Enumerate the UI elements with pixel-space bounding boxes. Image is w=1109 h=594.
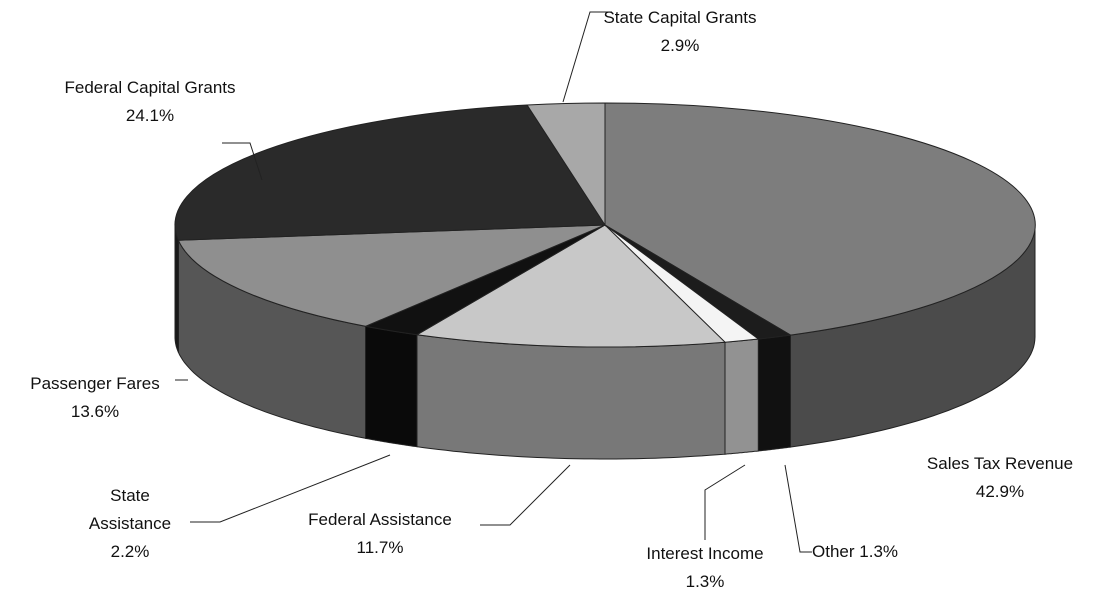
value-label: 24.1% — [125, 106, 175, 125]
slice-label: Passenger Fares 13.6% — [0, 370, 190, 426]
slice-side — [416, 334, 726, 460]
slice — [174, 104, 606, 241]
category-label: Interest Income — [646, 544, 764, 563]
value-label: 1.3% — [685, 572, 725, 591]
slice-side — [724, 338, 759, 455]
slice — [415, 224, 727, 348]
leader-line — [222, 142, 263, 181]
slice-label: State Capital Grants 2.9% — [580, 4, 780, 60]
category-label: Federal Capital Grants — [64, 78, 236, 97]
leader-line — [480, 464, 571, 526]
category-label: State Assistance — [88, 486, 172, 533]
value-label: 2.2% — [110, 542, 150, 561]
leader-line — [704, 464, 746, 540]
slice-label: Federal Assistance 11.7% — [280, 506, 480, 562]
leader-line — [190, 454, 391, 523]
value-label: 1.3% — [859, 542, 899, 561]
leader-line — [784, 464, 812, 553]
category-label: State Capital Grants — [603, 8, 757, 27]
slice-label: State Assistance 2.2% — [70, 482, 190, 566]
slice — [526, 102, 606, 227]
slice-side — [365, 325, 418, 448]
slice-label: Sales Tax Revenue 42.9% — [905, 450, 1095, 506]
category-label: Passenger Fares — [30, 374, 160, 393]
slice-label: Interest Income 1.3% — [615, 540, 795, 594]
slice-side — [757, 334, 791, 452]
leader-line — [562, 11, 612, 103]
slice — [177, 224, 606, 327]
slice-label: Other 1.3% — [812, 538, 962, 566]
slice-label: Federal Capital Grants 24.1% — [60, 74, 240, 130]
value-label: 2.9% — [660, 36, 700, 55]
category-label: Other — [812, 542, 855, 561]
value-label: 13.6% — [70, 402, 120, 421]
value-label: 42.9% — [975, 482, 1025, 501]
value-label: 11.7% — [356, 538, 404, 557]
slice-side — [174, 225, 179, 353]
category-label: Federal Assistance — [308, 510, 452, 529]
category-label: Sales Tax Revenue — [926, 454, 1074, 473]
slice — [604, 102, 1036, 336]
